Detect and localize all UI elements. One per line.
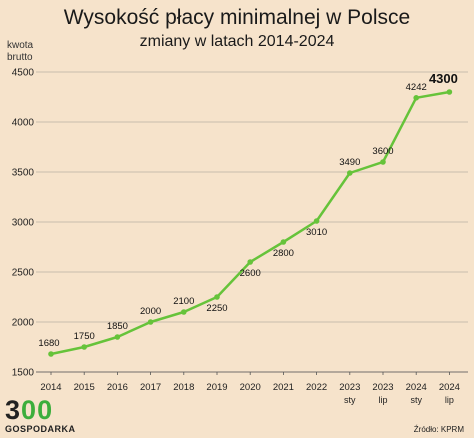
- x-tick-label: 2016: [107, 382, 128, 393]
- data-point: [114, 334, 121, 340]
- y-tick-label: 2500: [12, 268, 35, 279]
- y-tick-label: 4500: [12, 68, 35, 79]
- x-tick-sublabel: sty: [410, 395, 422, 405]
- data-label: 2600: [240, 268, 261, 279]
- logo-digit-3: 3: [5, 395, 22, 425]
- data-label: 2250: [206, 303, 227, 314]
- data-point: [48, 351, 54, 357]
- y-tick-label: 3000: [12, 218, 35, 229]
- data-point: [413, 95, 420, 101]
- x-tick-label: 2020: [240, 382, 261, 393]
- data-point: [347, 170, 353, 176]
- brand-logo: 300 GOSPODARKA: [5, 395, 76, 435]
- x-tick-label: 2014: [40, 382, 61, 393]
- data-label: 3010: [306, 227, 327, 238]
- data-label: 2800: [273, 248, 294, 259]
- x-tick-label: 2015: [74, 382, 95, 393]
- x-tick-label: 2024: [406, 382, 427, 393]
- data-point: [81, 344, 87, 350]
- source-note: Źródło: KPRM: [413, 425, 464, 434]
- data-label: 3490: [339, 157, 360, 168]
- data-label: 3600: [372, 146, 393, 157]
- data-point: [313, 218, 320, 224]
- x-tick-label: 2019: [206, 382, 227, 393]
- data-point: [247, 259, 253, 265]
- data-point: [214, 294, 220, 300]
- x-tick-sublabel: lip: [445, 395, 454, 405]
- series-line: [50, 90, 450, 356]
- x-tick-label: 2021: [273, 382, 294, 393]
- logo-digit-0-first: 0: [21, 395, 38, 425]
- x-tick-sublabel: sty: [344, 395, 356, 405]
- data-label: 1750: [74, 331, 95, 342]
- data-point: [280, 239, 287, 245]
- chart-subtitle: zmiany w latach 2014-2024: [139, 33, 335, 50]
- data-point: [446, 89, 453, 95]
- x-tick-label: 2023: [339, 382, 360, 393]
- y-axis-label: kwota brutto: [7, 40, 34, 63]
- x-tick-label: 2024: [439, 382, 460, 393]
- data-label: 2000: [140, 306, 161, 317]
- y-tick-label: 2000: [12, 318, 35, 329]
- logo-text: GOSPODARKA: [5, 424, 76, 434]
- data-label: 1850: [107, 321, 128, 332]
- x-tick-label: 2023: [372, 382, 393, 393]
- logo-digit-0-second: 0: [37, 395, 54, 425]
- y-tick-label: 1500: [12, 368, 35, 379]
- x-tick-sublabel: lip: [378, 395, 387, 405]
- x-tick-label: 2022: [306, 382, 327, 393]
- data-point: [147, 319, 154, 325]
- logo-digits: 300: [5, 395, 76, 425]
- data-point: [181, 309, 187, 315]
- data-label: 2100: [173, 296, 194, 307]
- data-label: 4242: [406, 82, 427, 93]
- data-label: 1680: [38, 338, 59, 349]
- chart-title: Wysokość płacy minimalnej w Polsce: [63, 6, 411, 29]
- y-tick-label: 4000: [12, 118, 35, 129]
- data-label: 4300: [429, 71, 458, 86]
- x-tick-label: 2018: [173, 382, 194, 393]
- data-point: [380, 159, 386, 165]
- y-tick-label: 3500: [12, 168, 35, 179]
- x-tick-label: 2017: [140, 382, 161, 393]
